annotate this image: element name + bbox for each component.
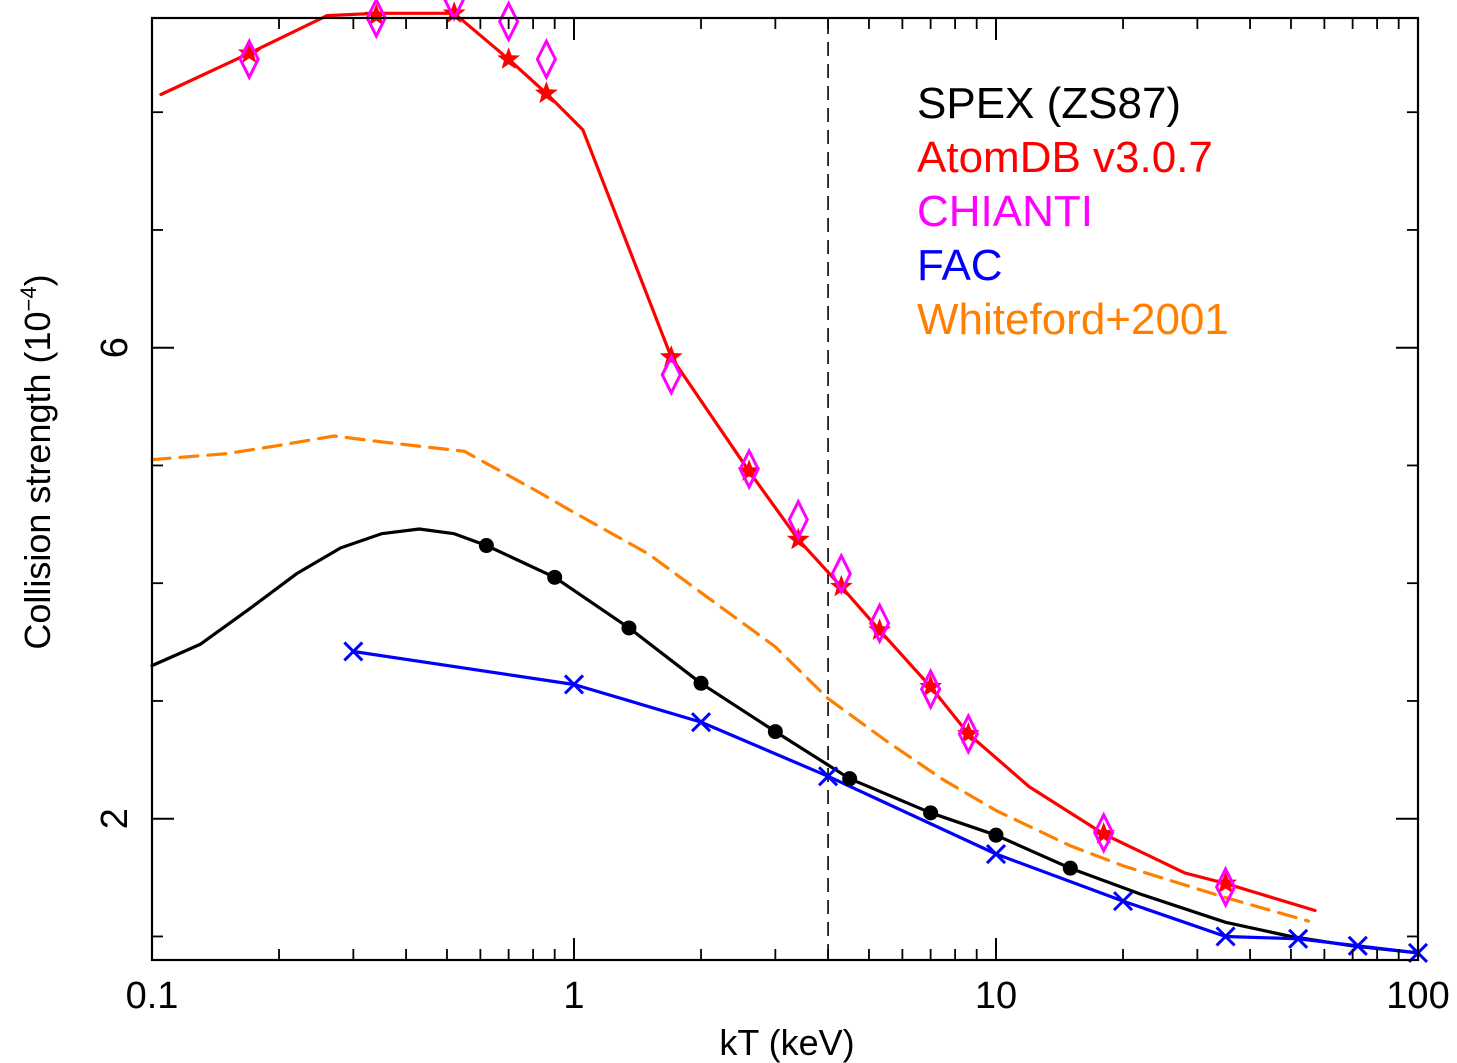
legend-entry: AtomDB v3.0.7 bbox=[917, 133, 1213, 182]
series-line-whiteford-2001 bbox=[150, 434, 1311, 923]
x-axis-title: kT (keV) bbox=[719, 1022, 854, 1063]
chianti-point bbox=[738, 447, 760, 491]
legend-entry: Whiteford+2001 bbox=[917, 295, 1229, 344]
chianti-point bbox=[535, 37, 558, 81]
fac-point bbox=[563, 674, 585, 695]
series-line-spex-zs87 bbox=[150, 527, 1420, 955]
fac-point bbox=[1112, 891, 1134, 912]
atomdb-point bbox=[737, 459, 761, 481]
fac-point bbox=[343, 641, 364, 662]
atomdb-point bbox=[1214, 871, 1237, 894]
atomdb-point bbox=[442, 1, 466, 24]
series-group bbox=[150, 11, 1420, 955]
chianti-point bbox=[660, 353, 682, 397]
plot-frame bbox=[150, 16, 1420, 962]
y-axis-title-main: Collision strength (10 bbox=[17, 311, 58, 649]
y-axis-title-exponent: −4 bbox=[16, 286, 41, 311]
spex-point bbox=[1062, 860, 1078, 876]
chianti-point bbox=[787, 498, 809, 541]
y-axis-title: Collision strength (10−4) bbox=[16, 274, 58, 649]
fac-point bbox=[985, 843, 1007, 865]
atomdb-point bbox=[1092, 822, 1116, 844]
atomdb-point bbox=[237, 41, 261, 63]
x-tick-label: 1 bbox=[563, 975, 584, 1017]
legend-entry: SPEX (ZS87) bbox=[917, 79, 1181, 128]
chianti-point bbox=[830, 552, 853, 596]
atomdb-point bbox=[534, 81, 558, 104]
legend-entry: CHIANTI bbox=[917, 187, 1093, 236]
chianti-point bbox=[868, 601, 891, 645]
spex-point bbox=[767, 724, 783, 740]
x-tick-label: 0.1 bbox=[126, 975, 179, 1017]
spex-point bbox=[621, 620, 637, 636]
x-tick-label: 10 bbox=[975, 975, 1017, 1017]
chianti-point bbox=[365, 0, 387, 40]
fac-point bbox=[818, 766, 839, 787]
atomdb-point bbox=[868, 618, 892, 640]
spex-point bbox=[693, 675, 709, 691]
series-line-atomdb-v3-0-7 bbox=[159, 11, 1317, 913]
chianti-point bbox=[919, 667, 942, 711]
y-axis-title-close: ) bbox=[17, 274, 58, 286]
atomdb-point bbox=[919, 674, 942, 697]
y-tick-label: 6 bbox=[94, 337, 136, 358]
spex-point bbox=[478, 538, 494, 554]
atomdb-point bbox=[497, 47, 520, 69]
atomdb-point bbox=[956, 721, 980, 744]
axes-group: 0.1 1 10 100 2 6 bbox=[94, 16, 1450, 1017]
atomdb-point bbox=[364, 3, 388, 26]
chianti-point bbox=[238, 37, 260, 81]
x-tick-label: 100 bbox=[1386, 975, 1449, 1017]
chianti-point bbox=[957, 712, 980, 756]
fac-point bbox=[1288, 928, 1309, 949]
fac-point bbox=[1215, 926, 1236, 947]
spex-point bbox=[842, 771, 858, 787]
fac-point bbox=[690, 712, 712, 733]
spex-point bbox=[547, 569, 563, 585]
spex-point bbox=[988, 827, 1004, 843]
y-tick-label: 2 bbox=[94, 808, 136, 829]
spex-point bbox=[923, 805, 939, 821]
atomdb-point bbox=[829, 574, 853, 597]
markers-group bbox=[237, 0, 1429, 963]
legend: SPEX (ZS87) AtomDB v3.0.7 CHIANTI FAC Whitef… bbox=[917, 79, 1229, 344]
chianti-point bbox=[1093, 811, 1115, 855]
legend-entry: FAC bbox=[917, 241, 1003, 290]
chianti-point bbox=[1214, 865, 1237, 909]
chianti-point bbox=[497, 0, 520, 43]
series-line-fac bbox=[351, 649, 1420, 955]
